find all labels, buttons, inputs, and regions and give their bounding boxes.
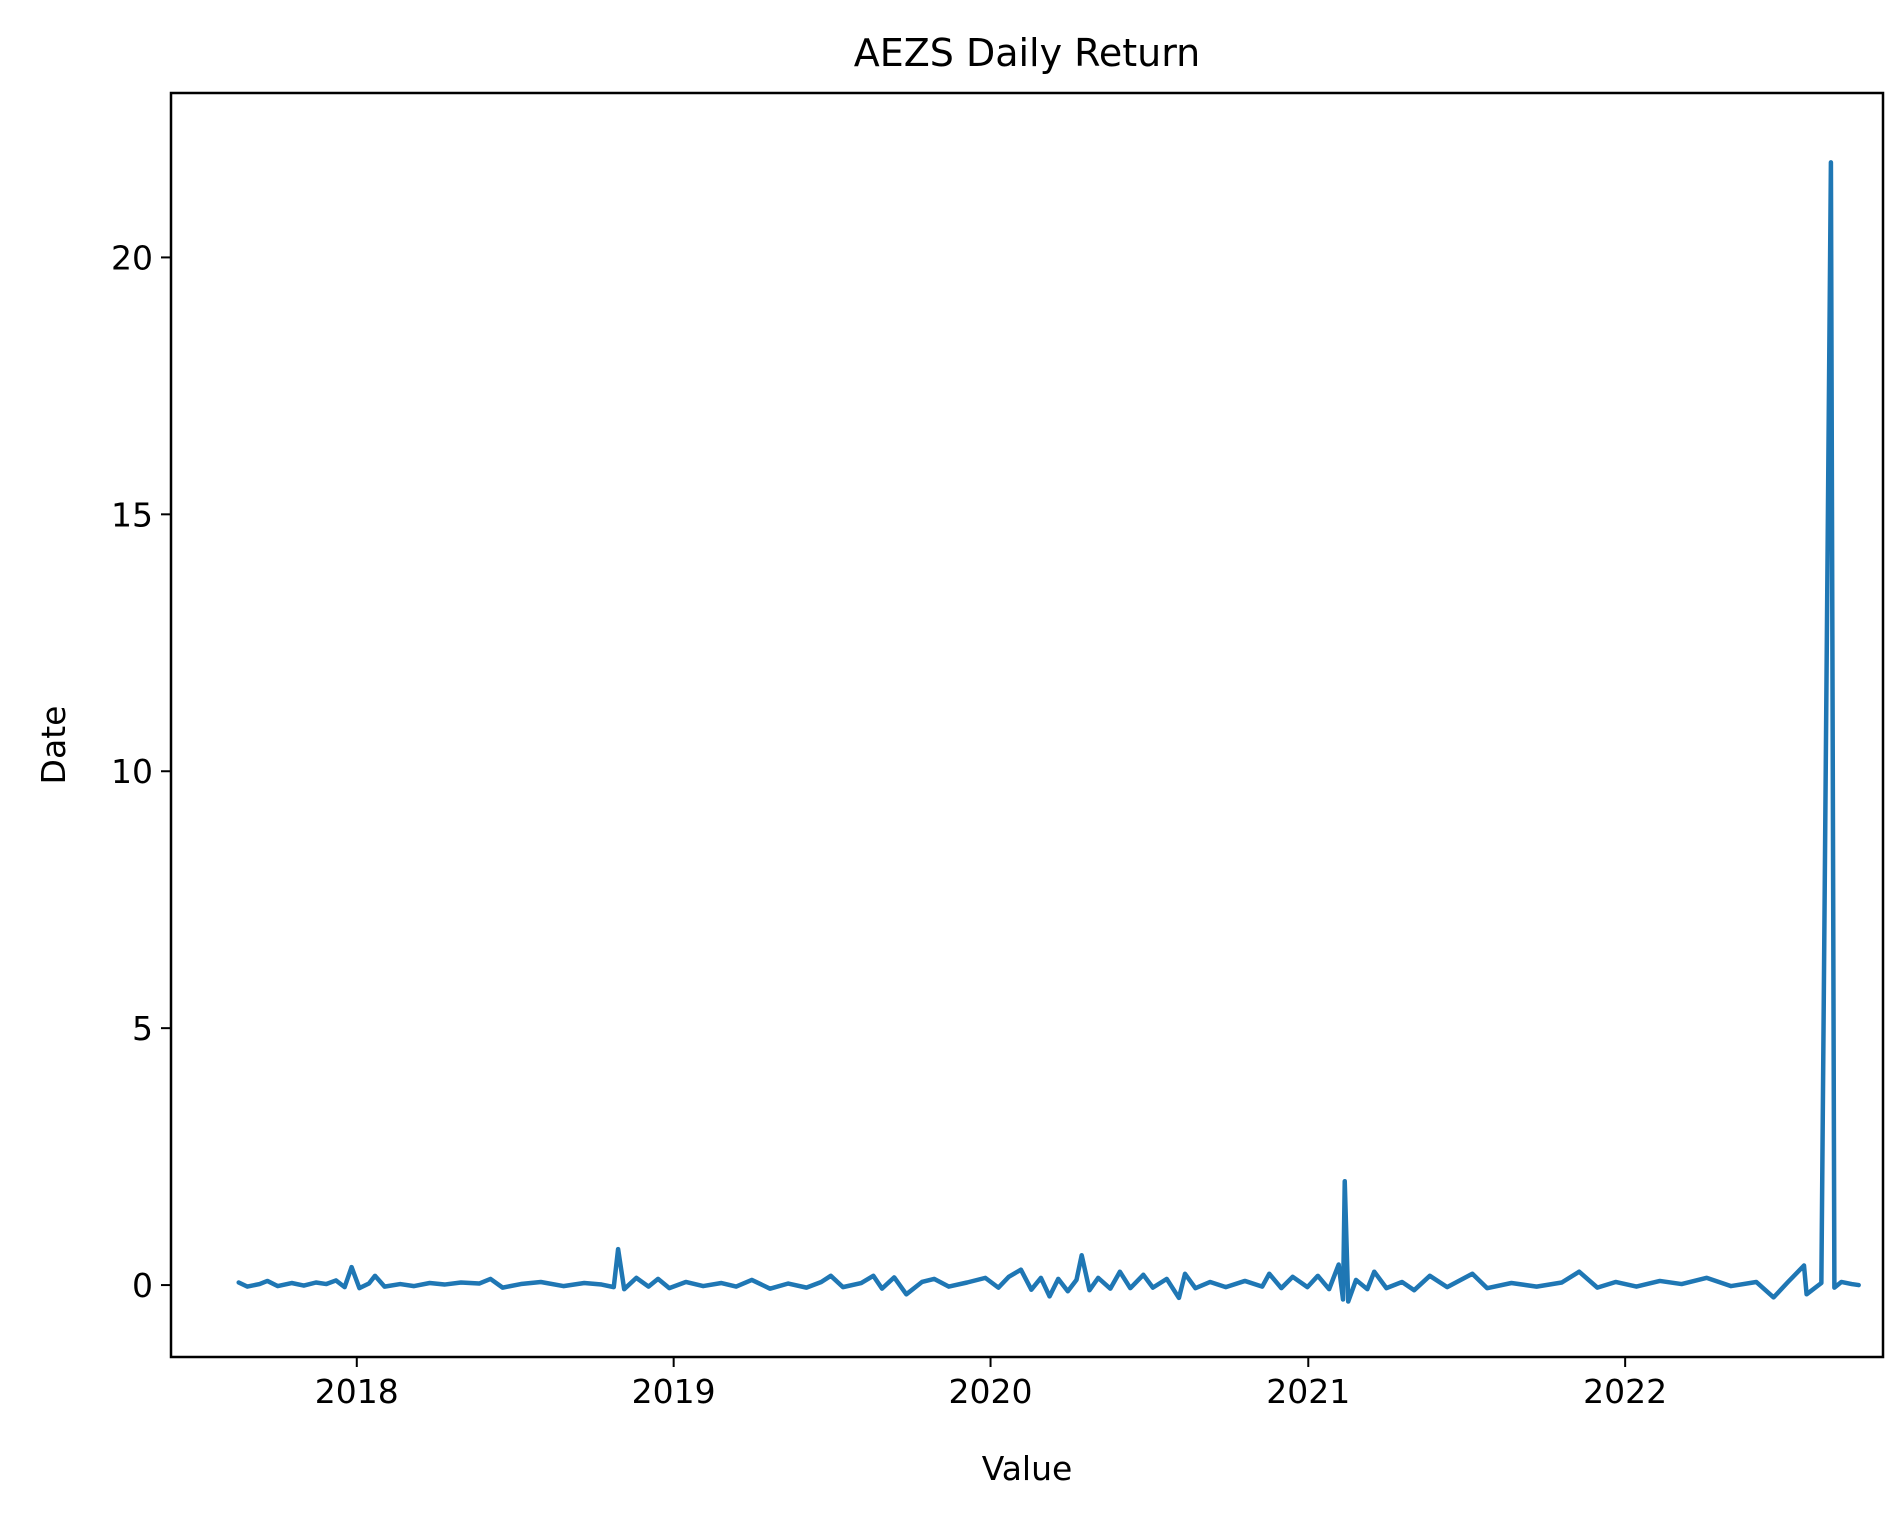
chart-title: AEZS Daily Return: [854, 31, 1201, 75]
x-axis: 2018 2019 2020 2021 2022: [315, 1357, 1667, 1411]
series-layer: [236, 160, 1861, 1304]
x-tick-label: 2022: [1583, 1372, 1667, 1411]
y-axis: 0 5 10 15 20: [111, 238, 171, 1305]
y-tick-label: 5: [132, 1009, 153, 1048]
plot-area: [169, 91, 1885, 1359]
x-tick-label: 2020: [949, 1372, 1033, 1411]
x-axis-label: Value: [982, 1449, 1073, 1488]
y-tick-label: 20: [111, 238, 153, 277]
series-line-0: [236, 160, 1861, 1304]
y-tick-label: 15: [111, 495, 153, 534]
x-tick-label: 2021: [1266, 1372, 1350, 1411]
y-axis-label: Date: [34, 706, 73, 785]
plot-frame: [169, 91, 1885, 1359]
y-tick-label: 10: [111, 752, 153, 791]
x-tick-label: 2019: [632, 1372, 716, 1411]
y-tick-label: 0: [132, 1266, 153, 1305]
x-tick-label: 2018: [315, 1372, 399, 1411]
